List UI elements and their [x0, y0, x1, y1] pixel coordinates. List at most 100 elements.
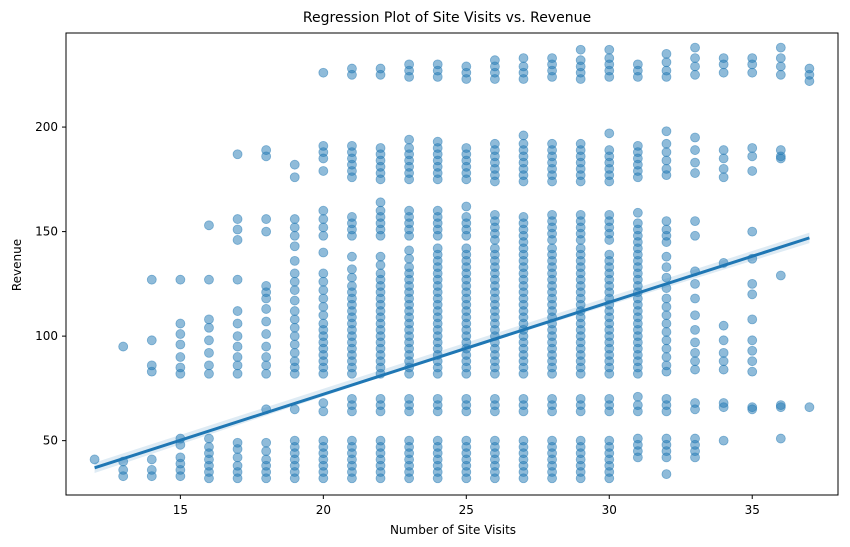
- scatter-point: [661, 469, 672, 480]
- scatter-point: [775, 53, 786, 63]
- scatter-point: [632, 391, 643, 402]
- scatter-point: [747, 345, 758, 356]
- scatter-point: [375, 260, 386, 270]
- scatter-point: [690, 347, 700, 358]
- scatter-point: [289, 214, 300, 224]
- scatter-point: [261, 454, 272, 465]
- scatter-point: [232, 235, 243, 245]
- scatter-point: [747, 335, 758, 346]
- scatter-point: [204, 442, 214, 452]
- scatter-point: [489, 393, 500, 404]
- scatter-point: [661, 216, 672, 227]
- scatter-point: [432, 243, 443, 254]
- scatter-point: [318, 318, 329, 329]
- scatter-point: [175, 452, 186, 463]
- scatter-point: [718, 163, 729, 174]
- scatter-point: [232, 452, 243, 463]
- scatter-point: [661, 393, 672, 404]
- scatter-point: [547, 53, 557, 63]
- scatter-point: [690, 433, 700, 444]
- scatter-point: [404, 143, 415, 153]
- scatter-point: [204, 360, 214, 371]
- scatter-point: [775, 270, 786, 281]
- scatter-point: [604, 393, 615, 404]
- scatter-point: [318, 214, 329, 224]
- scatter-point: [289, 295, 300, 306]
- scatter-point: [690, 69, 700, 80]
- scatter-point: [404, 205, 415, 216]
- x-axis-label: Number of Site Visits: [390, 523, 516, 537]
- scatter-point: [747, 402, 758, 413]
- scatter-point: [718, 398, 729, 408]
- scatter-point: [718, 356, 729, 367]
- scatter-point: [118, 341, 129, 352]
- plot-frame: [65, 32, 839, 496]
- x-tick-label: 30: [602, 503, 617, 517]
- scatter-point: [318, 140, 329, 151]
- scatter-point: [261, 226, 272, 237]
- scatter-point: [747, 289, 758, 300]
- scatter-point: [575, 55, 586, 66]
- scatter-point: [318, 293, 329, 304]
- scatter-point: [318, 398, 329, 408]
- scatter-point: [804, 63, 815, 74]
- scatter-point: [375, 143, 386, 153]
- scatter-point: [261, 145, 272, 155]
- scatter-point: [747, 151, 758, 162]
- scatter-point: [775, 42, 786, 53]
- scatter-point: [375, 197, 386, 208]
- scatter-point: [347, 435, 357, 446]
- scatter-point: [432, 205, 443, 216]
- scatter-point: [575, 393, 586, 404]
- scatter-point: [232, 341, 243, 352]
- scatter-point: [547, 138, 557, 149]
- scatter-point: [347, 281, 357, 291]
- scatter-point: [318, 285, 329, 296]
- scatter-point: [261, 316, 272, 327]
- scatter-point: [146, 335, 157, 346]
- scatter-point: [432, 136, 443, 147]
- scatter-point: [289, 172, 300, 183]
- scatter-point: [175, 274, 186, 285]
- scatter-point: [404, 253, 415, 264]
- x-tick-label: 15: [173, 503, 188, 517]
- scatter-point: [375, 251, 386, 262]
- scatter-point: [489, 243, 500, 254]
- scatter-point: [261, 329, 272, 339]
- scatter-point: [661, 301, 672, 312]
- regression-line-layer: [94, 236, 810, 470]
- scatter-point: [718, 320, 729, 331]
- scatter-point: [232, 274, 243, 285]
- scatter-point: [204, 314, 214, 325]
- scatter-point: [718, 364, 729, 375]
- scatter-point: [718, 153, 729, 164]
- scatter-points-layer: [89, 42, 815, 484]
- scatter-point: [175, 318, 186, 329]
- scatter-point: [661, 262, 672, 273]
- scatter-point: [204, 368, 214, 379]
- scatter-point: [690, 310, 700, 321]
- scatter-point: [690, 398, 700, 408]
- scatter-point: [204, 322, 214, 333]
- scatter-point: [632, 433, 643, 444]
- scatter-point: [747, 366, 758, 377]
- scatter-point: [690, 145, 700, 155]
- y-axis-ticks: 50 100 150 200: [35, 120, 66, 448]
- scatter-point: [261, 281, 272, 291]
- scatter-point: [404, 262, 415, 273]
- scatter-point: [575, 138, 586, 149]
- scatter-point: [204, 335, 214, 346]
- scatter-point: [661, 147, 672, 158]
- y-axis-label: Revenue: [10, 239, 24, 291]
- scatter-point: [175, 339, 186, 350]
- scatter-point: [232, 437, 243, 448]
- scatter-point: [347, 272, 357, 283]
- scatter-point: [661, 433, 672, 444]
- y-tick-label: 150: [35, 225, 58, 239]
- scatter-point: [318, 222, 329, 233]
- scatter-point: [661, 224, 672, 235]
- x-axis-ticks: 15 20 25 30 35: [173, 495, 760, 517]
- scatter-point: [375, 268, 386, 279]
- scatter-point: [575, 209, 586, 220]
- scatter-point: [575, 243, 586, 254]
